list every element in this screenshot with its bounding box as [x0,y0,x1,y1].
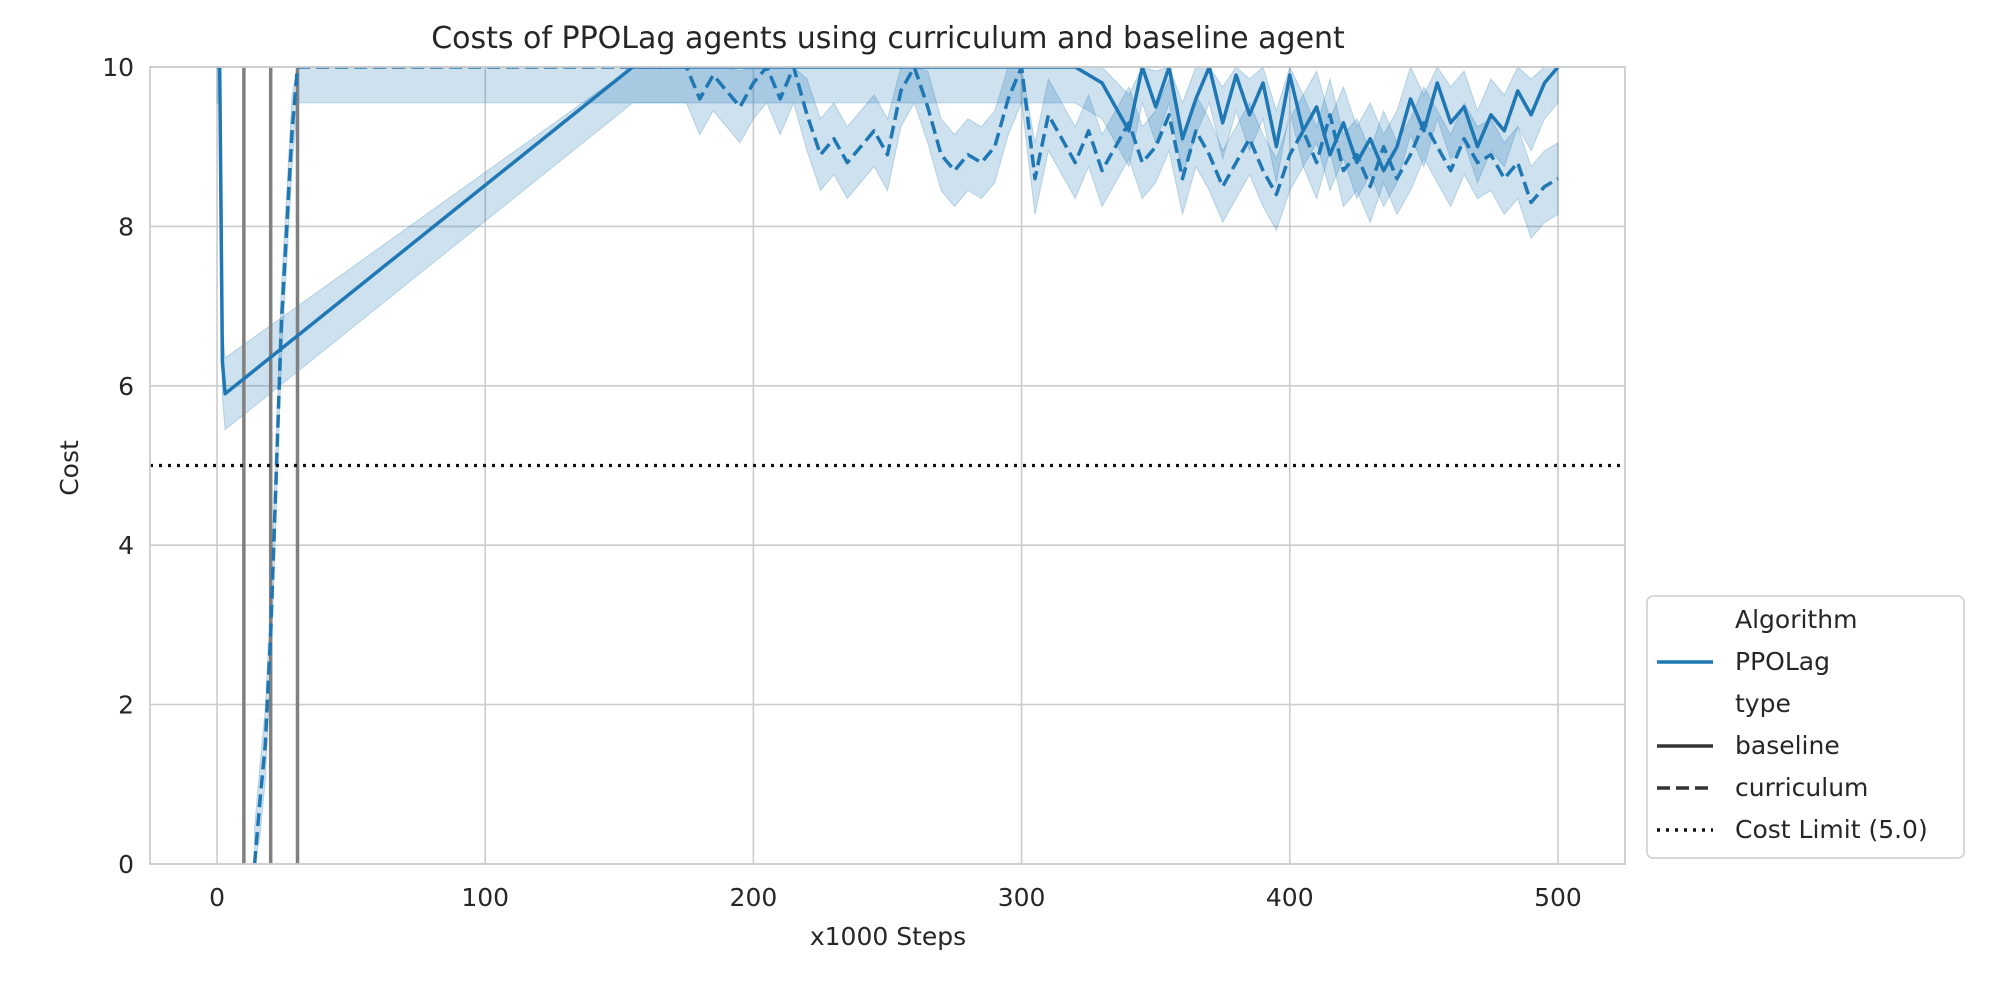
legend-cost-limit-label: Cost Limit (5.0) [1735,815,1928,844]
series-group [216,67,1560,864]
y-tick-label: 0 [118,850,134,879]
x-tick-label: 400 [1266,883,1314,912]
y-tick-label: 8 [118,212,134,241]
x-tick-label: 200 [730,883,778,912]
plot-area: 0 100 200 300 400 500 0 2 4 6 8 10 [102,53,1626,912]
legend-algorithm-header: Algorithm [1735,605,1857,634]
series-line-baseline [217,67,1560,396]
legend: Algorithm PPOLag type baseline curriculu… [1646,595,1965,859]
legend-box [1646,595,1965,859]
series-band-baseline [216,67,1559,431]
legend-curriculum-label: curriculum [1735,773,1868,802]
y-tick-label: 2 [118,691,134,720]
axes-frame [149,66,1626,865]
series-line-curriculum [252,67,1559,864]
x-tick-label: 0 [209,883,225,912]
x-tick-label: 100 [461,883,509,912]
legend-type-header: type [1735,689,1791,718]
y-tick-label: 10 [102,53,134,82]
x-tick-label: 500 [1534,883,1582,912]
series-band-curriculum [254,67,1559,864]
y-tick-label: 6 [118,372,134,401]
y-axis-label: Cost [55,440,84,496]
y-tick-label: 4 [118,531,134,560]
x-axis-label: x1000 Steps [810,922,966,951]
x-tick-label: 300 [998,883,1046,912]
legend-ppolag-label: PPOLag [1735,647,1830,676]
chart-title: Costs of PPOLag agents using curriculum … [431,21,1345,56]
legend-baseline-label: baseline [1735,731,1840,760]
